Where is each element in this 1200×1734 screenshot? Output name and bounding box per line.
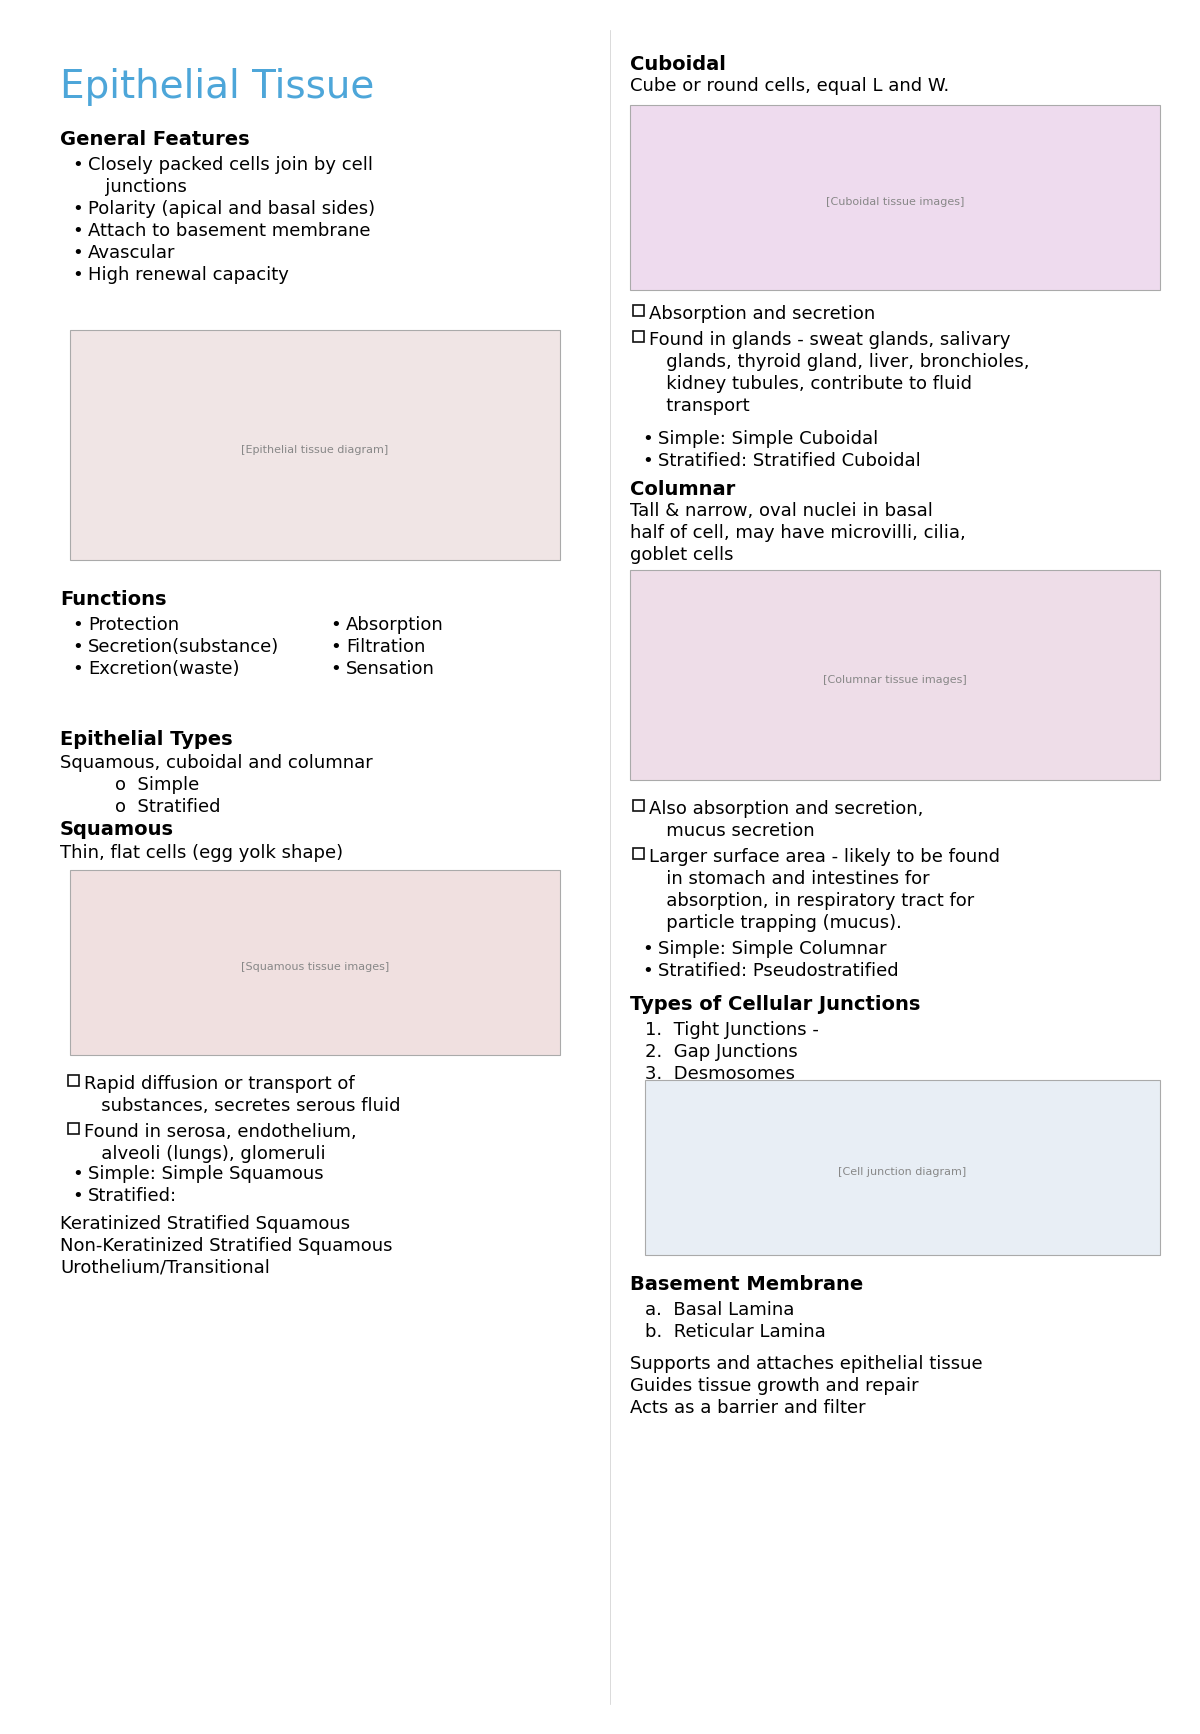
Text: Urothelium/Transitional: Urothelium/Transitional [60, 1259, 270, 1276]
Bar [68, 1124, 79, 1134]
Text: transport: transport [649, 397, 750, 414]
Bar [70, 329, 560, 560]
Text: General Features: General Features [60, 130, 250, 149]
Text: mucus secretion: mucus secretion [649, 822, 815, 839]
Text: Non-Keratinized Stratified Squamous: Non-Keratinized Stratified Squamous [60, 1236, 392, 1255]
Text: [Epithelial tissue diagram]: [Epithelial tissue diagram] [241, 446, 389, 454]
Text: Secretion(substance): Secretion(substance) [88, 638, 280, 655]
Text: Cube or round cells, equal L and W.: Cube or round cells, equal L and W. [630, 76, 949, 95]
Text: [Cell junction diagram]: [Cell junction diagram] [838, 1167, 966, 1177]
Text: •: • [642, 430, 653, 447]
Bar [68, 1075, 79, 1085]
Text: Found in glands - sweat glands, salivary: Found in glands - sweat glands, salivary [649, 331, 1010, 349]
Bar [630, 570, 1160, 780]
Text: •: • [72, 1188, 83, 1205]
Text: •: • [72, 156, 83, 173]
Text: Filtration: Filtration [346, 638, 425, 655]
Text: Larger surface area - likely to be found: Larger surface area - likely to be found [649, 848, 1000, 865]
Text: 2.  Gap Junctions: 2. Gap Junctions [646, 1042, 798, 1061]
Text: half of cell, may have microvilli, cilia,: half of cell, may have microvilli, cilia… [630, 524, 966, 543]
Text: •: • [72, 616, 83, 635]
Text: •: • [72, 244, 83, 262]
Text: Basement Membrane: Basement Membrane [630, 1274, 863, 1294]
Text: Found in serosa, endothelium,: Found in serosa, endothelium, [84, 1124, 356, 1141]
Text: Simple: Simple Cuboidal: Simple: Simple Cuboidal [658, 430, 878, 447]
Text: Tall & narrow, oval nuclei in basal: Tall & narrow, oval nuclei in basal [630, 503, 932, 520]
Text: •: • [330, 638, 341, 655]
Text: Excretion(waste): Excretion(waste) [88, 661, 240, 678]
Text: Columnar: Columnar [630, 480, 736, 499]
Text: Also absorption and secretion,: Also absorption and secretion, [649, 799, 923, 818]
Text: High renewal capacity: High renewal capacity [88, 265, 289, 284]
Text: Stratified: Pseudostratified: Stratified: Pseudostratified [658, 962, 899, 980]
Text: Simple: Simple Squamous: Simple: Simple Squamous [88, 1165, 324, 1183]
Text: in stomach and intestines for: in stomach and intestines for [649, 870, 930, 888]
Text: [Columnar tissue images]: [Columnar tissue images] [823, 675, 967, 685]
Bar [630, 106, 1160, 290]
Text: Avascular: Avascular [88, 244, 175, 262]
Text: •: • [72, 638, 83, 655]
Text: [Cuboidal tissue images]: [Cuboidal tissue images] [826, 198, 964, 206]
Text: Epithelial Tissue: Epithelial Tissue [60, 68, 374, 106]
Text: goblet cells: goblet cells [630, 546, 733, 564]
Text: Cuboidal: Cuboidal [630, 55, 726, 75]
Text: •: • [642, 940, 653, 957]
Text: o  Simple: o Simple [115, 777, 199, 794]
Text: •: • [330, 661, 341, 678]
Text: o  Stratified: o Stratified [115, 798, 221, 817]
Text: Epithelial Types: Epithelial Types [60, 730, 233, 749]
Bar [634, 305, 644, 316]
Text: Types of Cellular Junctions: Types of Cellular Junctions [630, 995, 920, 1014]
Text: Squamous: Squamous [60, 820, 174, 839]
Text: •: • [72, 661, 83, 678]
Text: •: • [72, 1165, 83, 1183]
Text: Functions: Functions [60, 590, 167, 609]
Text: Polarity (apical and basal sides): Polarity (apical and basal sides) [88, 199, 376, 218]
Text: •: • [72, 222, 83, 239]
Text: kidney tubules, contribute to fluid: kidney tubules, contribute to fluid [649, 375, 972, 394]
Text: 1.  Tight Junctions -: 1. Tight Junctions - [646, 1021, 818, 1039]
Text: [Squamous tissue images]: [Squamous tissue images] [241, 962, 389, 973]
Text: Thin, flat cells (egg yolk shape): Thin, flat cells (egg yolk shape) [60, 844, 343, 862]
Text: •: • [642, 453, 653, 470]
Bar [70, 870, 560, 1054]
Bar [634, 331, 644, 342]
Text: Supports and attaches epithelial tissue: Supports and attaches epithelial tissue [630, 1354, 983, 1373]
Text: Stratified: Stratified Cuboidal: Stratified: Stratified Cuboidal [658, 453, 920, 470]
Text: particle trapping (mucus).: particle trapping (mucus). [649, 914, 902, 931]
Text: Absorption: Absorption [346, 616, 444, 635]
Text: junctions: junctions [88, 179, 187, 196]
Bar [646, 1080, 1160, 1255]
Text: absorption, in respiratory tract for: absorption, in respiratory tract for [649, 891, 974, 910]
Text: a.  Basal Lamina: a. Basal Lamina [646, 1300, 794, 1320]
Text: 3.  Desmosomes: 3. Desmosomes [646, 1065, 796, 1084]
Text: •: • [72, 265, 83, 284]
Text: Attach to basement membrane: Attach to basement membrane [88, 222, 371, 239]
Text: substances, secretes serous fluid: substances, secretes serous fluid [84, 1098, 401, 1115]
Text: glands, thyroid gland, liver, bronchioles,: glands, thyroid gland, liver, bronchiole… [649, 354, 1030, 371]
Text: Sensation: Sensation [346, 661, 434, 678]
Text: Keratinized Stratified Squamous: Keratinized Stratified Squamous [60, 1216, 350, 1233]
Text: •: • [330, 616, 341, 635]
Text: Absorption and secretion: Absorption and secretion [649, 305, 875, 323]
Text: Acts as a barrier and filter: Acts as a barrier and filter [630, 1399, 865, 1417]
Text: alveoli (lungs), glomeruli: alveoli (lungs), glomeruli [84, 1144, 325, 1164]
Text: •: • [72, 199, 83, 218]
Text: Guides tissue growth and repair: Guides tissue growth and repair [630, 1377, 919, 1394]
Text: •: • [642, 962, 653, 980]
Text: Squamous, cuboidal and columnar: Squamous, cuboidal and columnar [60, 754, 373, 772]
Text: b.  Reticular Lamina: b. Reticular Lamina [646, 1323, 826, 1340]
Text: Protection: Protection [88, 616, 179, 635]
Text: Stratified:: Stratified: [88, 1188, 178, 1205]
Text: Closely packed cells join by cell: Closely packed cells join by cell [88, 156, 373, 173]
Text: Rapid diffusion or transport of: Rapid diffusion or transport of [84, 1075, 355, 1092]
Text: Simple: Simple Columnar: Simple: Simple Columnar [658, 940, 887, 957]
Bar [634, 848, 644, 858]
Bar [634, 799, 644, 812]
